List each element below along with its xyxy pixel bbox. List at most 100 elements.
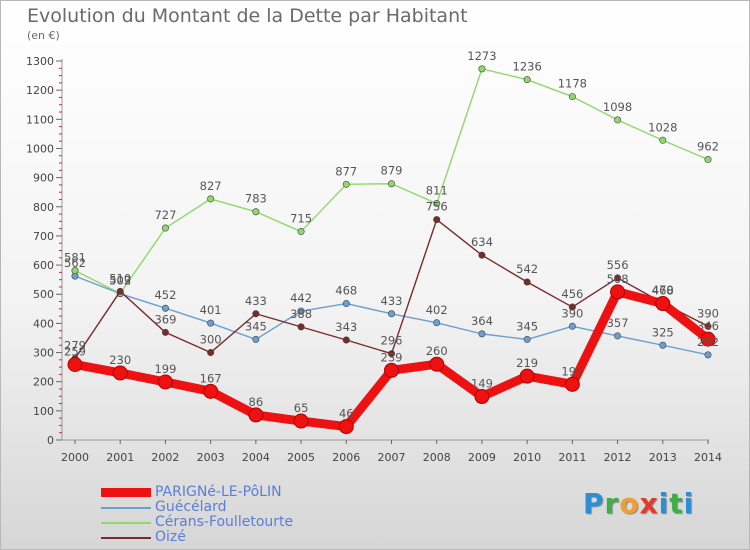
- series-3-point: [161, 328, 169, 336]
- series-2-point: [433, 200, 441, 208]
- series-1-data-label: 345: [516, 319, 538, 333]
- x-tick-label: 2012: [604, 451, 632, 464]
- series-3-point: [704, 322, 712, 330]
- series-1-point: [659, 341, 667, 349]
- y-tick-label: 800: [33, 201, 54, 214]
- y-tick-label: 1100: [26, 113, 54, 126]
- series-3-data-label: 296: [381, 334, 403, 348]
- y-tick-label: 1200: [26, 84, 54, 97]
- series-1-point: [614, 332, 622, 340]
- chart-title: Evolution du Montant de la Dette par Hab…: [27, 5, 468, 27]
- legend-swatch: [101, 537, 151, 539]
- series-0-point: [203, 383, 219, 399]
- series-2-data-label: 715: [290, 212, 312, 226]
- brand-letter: i: [658, 487, 670, 520]
- y-tick-label: 700: [33, 230, 54, 243]
- brand-letter: t: [669, 487, 684, 520]
- series-3-point: [523, 278, 531, 286]
- series-2-data-label: 727: [154, 208, 176, 222]
- series-1-data-label: 292: [697, 335, 719, 349]
- series-1-point: [161, 304, 169, 312]
- series-2-point: [614, 116, 622, 124]
- series-2-data-label: 783: [245, 192, 267, 206]
- series-2-point: [71, 267, 79, 275]
- series-0-data-label: 346: [697, 319, 719, 333]
- series-2-point: [297, 228, 305, 236]
- series-2-point: [342, 180, 350, 188]
- series-0-point: [67, 356, 83, 372]
- series-3-data-label: 300: [200, 333, 222, 347]
- x-tick-label: 2009: [468, 451, 496, 464]
- series-0-point: [700, 331, 716, 347]
- series-3-point: [387, 350, 395, 358]
- series-1-data-label: 452: [154, 288, 176, 302]
- series-1-point: [297, 307, 305, 315]
- series-0-data-label: 230: [109, 353, 131, 367]
- x-tick-label: 2013: [649, 451, 677, 464]
- legend-swatch: [101, 488, 151, 497]
- x-tick-label: 2003: [197, 451, 225, 464]
- series-2-data-label: 811: [426, 184, 448, 198]
- series-3-data-label: 279: [64, 339, 86, 353]
- x-tick-label: 2006: [332, 451, 360, 464]
- x-tick-label: 2005: [287, 451, 315, 464]
- series-0-point: [338, 419, 354, 435]
- series-2-point: [387, 180, 395, 188]
- series-1-point: [207, 319, 215, 327]
- series-2-data-label: 1236: [513, 60, 542, 74]
- brand-letter: i: [683, 487, 695, 520]
- y-tick-label: 300: [33, 347, 54, 360]
- series-0-data-label: 219: [516, 356, 538, 370]
- x-tick-label: 2001: [106, 451, 134, 464]
- y-tick-label: 0: [47, 434, 54, 447]
- series-2-point: [568, 93, 576, 101]
- legend-swatch: [101, 507, 151, 509]
- series-0-point: [564, 376, 580, 392]
- brand-logo: Proxiti: [583, 487, 694, 520]
- series-1-data-label: 442: [290, 291, 312, 305]
- series-0-data-label: 260: [426, 344, 448, 358]
- x-tick-label: 2004: [242, 451, 270, 464]
- series-1-data-label: 390: [561, 306, 583, 320]
- series-1-data-label: 325: [652, 325, 674, 339]
- series-1-data-label: 401: [200, 303, 222, 317]
- y-tick-label: 900: [33, 172, 54, 185]
- series-3-point: [614, 274, 622, 282]
- series-0-point: [519, 368, 535, 384]
- series-0-data-label: 149: [471, 377, 493, 391]
- series-2-data-label: 877: [335, 164, 357, 178]
- series-1-data-label: 433: [381, 294, 403, 308]
- y-tick-label: 1000: [26, 142, 54, 155]
- series-2-data-label: 962: [697, 140, 719, 154]
- series-3-data-label: 390: [697, 306, 719, 320]
- legend-label: Guécélard: [155, 499, 227, 515]
- series-1-data-label: 345: [245, 319, 267, 333]
- series-3-point: [207, 349, 215, 357]
- series-3-data-label: 369: [154, 312, 176, 326]
- series-2-data-label: 879: [381, 164, 403, 178]
- series-1-point: [387, 310, 395, 318]
- series-1-point: [252, 335, 260, 343]
- series-0-data-label: 167: [200, 371, 222, 385]
- y-tick-label: 100: [33, 405, 54, 418]
- series-3-data-label: 456: [561, 287, 583, 301]
- series-2-point: [704, 156, 712, 164]
- series-0-point: [157, 374, 173, 390]
- y-tick-label: 500: [33, 288, 54, 301]
- series-2-data-label: 1028: [648, 120, 677, 134]
- series-0-point: [655, 296, 671, 312]
- series-0-point: [248, 407, 264, 423]
- series-3-point: [433, 216, 441, 224]
- series-1-point: [478, 330, 486, 338]
- series-2-point: [523, 76, 531, 84]
- series-2-point: [207, 195, 215, 203]
- series-0-point: [384, 362, 399, 378]
- series-3-data-label: 470: [652, 283, 674, 297]
- series-0-data-label: 508: [607, 272, 629, 286]
- series-0-point: [610, 284, 626, 300]
- y-tick-label: 600: [33, 259, 54, 272]
- series-2-data-label: 503: [109, 273, 131, 287]
- series-1-data-label: 562: [64, 256, 86, 270]
- brand-letter: x: [639, 487, 659, 520]
